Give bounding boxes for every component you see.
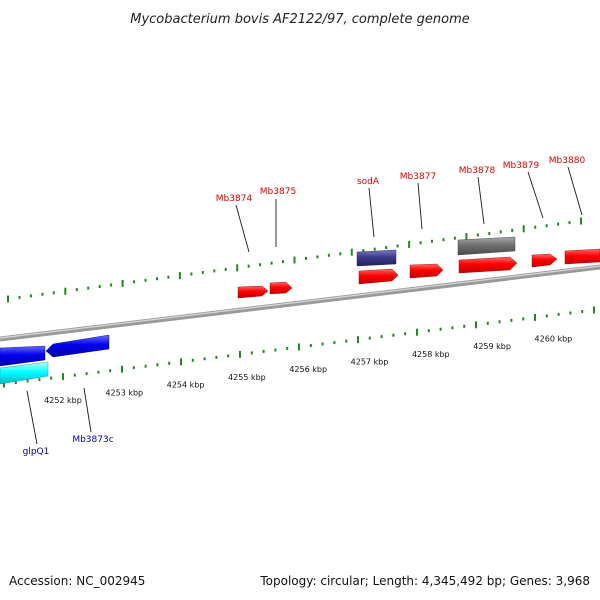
accession-text: Accession: NC_002945	[9, 574, 145, 588]
genome-backbone	[0, 264, 600, 342]
kbp-label: 4252 kbp	[44, 396, 82, 405]
label-mb3875: Mb3875	[260, 187, 296, 197]
kbp-label: 4257 kbp	[351, 358, 389, 367]
label-mb3880: Mb3880	[549, 156, 586, 166]
label-sodA: sodA	[357, 177, 380, 187]
kbp-label: 4255 kbp	[228, 373, 266, 382]
kbp-label: 4254 kbp	[167, 381, 205, 390]
label-mb3879: Mb3879	[503, 161, 540, 171]
map-title: Mycobacterium bovis AF2122/97, complete …	[130, 12, 469, 27]
kbp-label: 4260 kbp	[535, 334, 573, 343]
label-mb3878: Mb3878	[459, 166, 496, 176]
feature-mb3877-arrow[interactable]	[409, 263, 444, 279]
feature-glpQ1-block[interactable]	[0, 361, 49, 385]
kbp-label: 4253 kbp	[105, 388, 143, 397]
feature-mb3874-arrow[interactable]	[237, 285, 269, 299]
kbp-label: 4259 kbp	[473, 342, 511, 351]
feature-mb3873c-arrow[interactable]	[45, 334, 110, 358]
feature-reverse-gene-arrow-left[interactable]	[0, 345, 46, 367]
feature-mb3880-arrow[interactable]	[564, 248, 600, 265]
reverse-tick-track	[3, 306, 595, 388]
feature-sodA-arrow[interactable]	[358, 268, 399, 285]
feature-sodA-block[interactable]	[356, 249, 397, 267]
feature-mb3878-grey-block[interactable]	[457, 236, 516, 256]
label-mb3874: Mb3874	[216, 194, 253, 204]
feature-leader-lines	[26, 166, 583, 445]
genome-backbone-highlight	[0, 265, 600, 339]
kbp-scale-labels: 4252 kbp 4253 kbp 4254 kbp 4255 kbp 4256 kbp…	[44, 334, 572, 405]
genome-info-text: Topology: circular; Length: 4,345,492 bp…	[259, 574, 590, 588]
kbp-label: 4256 kbp	[289, 365, 327, 374]
feature-mb3875-arrow[interactable]	[269, 281, 293, 295]
feature-mb3878-arrow[interactable]	[458, 256, 518, 274]
forward-tick-track	[7, 217, 582, 303]
feature-mb3879-arrow[interactable]	[531, 253, 558, 268]
label-mb3877: Mb3877	[400, 172, 436, 182]
kbp-label: 4258 kbp	[412, 350, 450, 359]
label-glpQ1: glpQ1	[23, 447, 50, 457]
label-mb3873c: Mb3873c	[72, 435, 113, 445]
